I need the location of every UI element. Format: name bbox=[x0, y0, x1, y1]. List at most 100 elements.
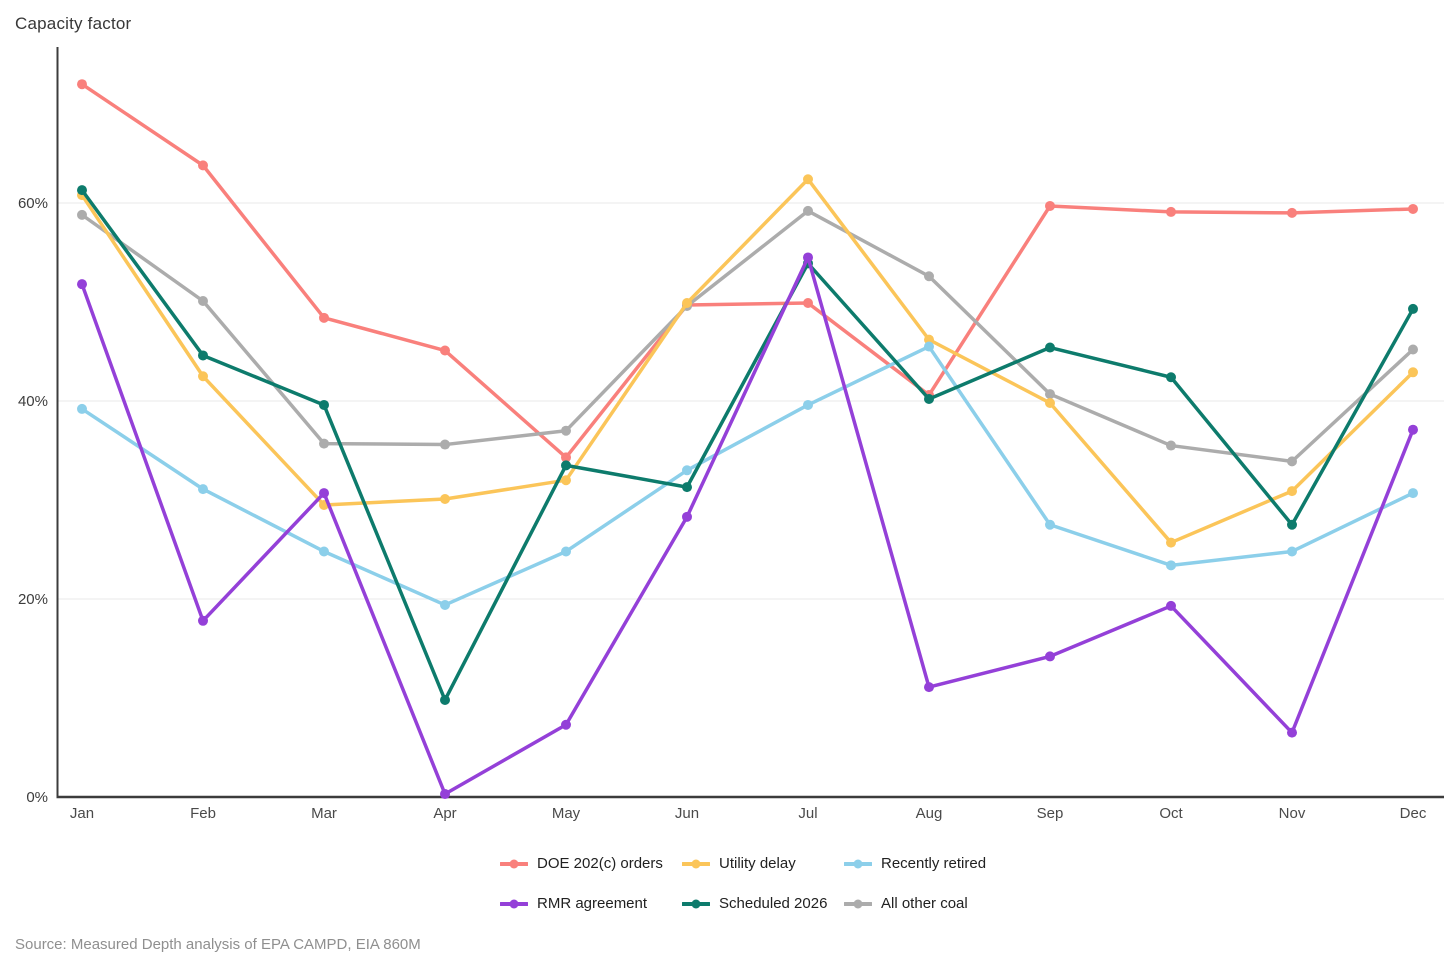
x-axis-month-label: Nov bbox=[1279, 805, 1306, 822]
data-point-scheduled-2026-dec[interactable] bbox=[1408, 303, 1418, 314]
data-point-all-other-coal-mar[interactable] bbox=[319, 438, 329, 449]
data-point-rmr-agreement-jul[interactable] bbox=[803, 252, 813, 263]
data-point-recently-retired-jul[interactable] bbox=[803, 399, 813, 410]
x-axis-month-label: Jun bbox=[675, 805, 699, 822]
data-point-recently-retired-jan[interactable] bbox=[77, 403, 87, 414]
data-point-recently-retired-aug[interactable] bbox=[924, 341, 934, 352]
data-point-all-other-coal-jul[interactable] bbox=[803, 205, 813, 216]
data-point-scheduled-2026-sep[interactable] bbox=[1045, 342, 1055, 353]
data-point-doe-202-c-orders-nov[interactable] bbox=[1287, 207, 1297, 218]
legend-item-utility-delay[interactable]: Utility delay bbox=[682, 851, 844, 876]
data-point-scheduled-2026-aug[interactable] bbox=[924, 394, 934, 405]
data-point-doe-202-c-orders-sep[interactable] bbox=[1045, 200, 1055, 211]
series-line-all-other-coal[interactable] bbox=[80, 209, 1415, 464]
legend-marker-icon bbox=[500, 859, 528, 868]
data-point-all-other-coal-sep[interactable] bbox=[1045, 389, 1055, 400]
data-point-all-other-coal-aug[interactable] bbox=[924, 271, 934, 282]
data-point-recently-retired-sep[interactable] bbox=[1045, 519, 1055, 530]
series-line-utility-delay[interactable] bbox=[80, 177, 1415, 545]
x-axis-month-label: Dec bbox=[1400, 805, 1427, 822]
data-point-recently-retired-dec[interactable] bbox=[1408, 488, 1418, 499]
legend-item-doe-202-c-orders[interactable]: DOE 202(c) orders bbox=[500, 851, 682, 876]
data-point-rmr-agreement-dec[interactable] bbox=[1408, 424, 1418, 435]
series-line-rmr-agreement[interactable] bbox=[80, 255, 1415, 796]
legend-label: Utility delay bbox=[719, 855, 796, 872]
data-point-recently-retired-nov[interactable] bbox=[1287, 546, 1297, 557]
data-point-all-other-coal-jan[interactable] bbox=[77, 209, 87, 220]
data-point-scheduled-2026-nov[interactable] bbox=[1287, 519, 1297, 530]
data-point-rmr-agreement-oct[interactable] bbox=[1166, 600, 1176, 611]
y-axis-tick-label: 60% bbox=[18, 195, 48, 212]
legend-label: DOE 202(c) orders bbox=[537, 855, 663, 872]
y-axis-tick-label: 0% bbox=[26, 789, 48, 806]
data-point-rmr-agreement-jun[interactable] bbox=[682, 511, 692, 522]
data-point-utility-delay-aug[interactable] bbox=[924, 334, 934, 345]
data-point-rmr-agreement-may[interactable] bbox=[561, 719, 571, 730]
x-axis-month-label: Mar bbox=[311, 805, 337, 822]
data-point-utility-delay-may[interactable] bbox=[561, 475, 571, 486]
legend-marker-icon bbox=[500, 899, 528, 908]
series-line-scheduled-2026[interactable] bbox=[80, 188, 1415, 702]
data-point-recently-retired-oct[interactable] bbox=[1166, 560, 1176, 571]
x-axis-month-label: Jul bbox=[798, 805, 817, 822]
data-point-rmr-agreement-mar[interactable] bbox=[319, 488, 329, 499]
data-point-recently-retired-feb[interactable] bbox=[198, 484, 208, 495]
data-point-scheduled-2026-apr[interactable] bbox=[440, 694, 450, 705]
series-line-doe-202-c-orders[interactable] bbox=[80, 82, 1415, 460]
data-point-utility-delay-jul[interactable] bbox=[803, 174, 813, 185]
data-point-scheduled-2026-mar[interactable] bbox=[319, 399, 329, 410]
data-point-scheduled-2026-jun[interactable] bbox=[682, 482, 692, 493]
data-point-recently-retired-jun[interactable] bbox=[682, 465, 692, 476]
capacity-factor-line-chart: 0% 20% 40% 60% Jan Feb Mar Apr May Jun Jul Aug Sep Oc… bbox=[18, 47, 1444, 822]
data-point-all-other-coal-oct[interactable] bbox=[1166, 440, 1176, 451]
data-point-scheduled-2026-feb[interactable] bbox=[198, 350, 208, 361]
data-point-rmr-agreement-apr[interactable] bbox=[440, 789, 450, 800]
data-point-doe-202-c-orders-oct[interactable] bbox=[1166, 206, 1176, 217]
chart-title: Capacity factor bbox=[15, 14, 132, 33]
data-point-all-other-coal-apr[interactable] bbox=[440, 439, 450, 450]
legend-label: RMR agreement bbox=[537, 895, 648, 912]
data-point-doe-202-c-orders-feb[interactable] bbox=[198, 160, 208, 171]
series-line-recently-retired[interactable] bbox=[80, 344, 1415, 607]
data-point-utility-delay-apr[interactable] bbox=[440, 494, 450, 505]
data-point-doe-202-c-orders-mar[interactable] bbox=[319, 312, 329, 323]
data-point-all-other-coal-may[interactable] bbox=[561, 425, 571, 436]
data-point-recently-retired-mar[interactable] bbox=[319, 546, 329, 557]
data-point-doe-202-c-orders-may[interactable] bbox=[561, 452, 571, 463]
x-axis-month-label: May bbox=[552, 805, 581, 822]
data-point-utility-delay-dec[interactable] bbox=[1408, 367, 1418, 378]
data-point-rmr-agreement-feb[interactable] bbox=[198, 615, 208, 626]
data-point-utility-delay-sep[interactable] bbox=[1045, 397, 1055, 408]
legend-item-rmr-agreement[interactable]: RMR agreement bbox=[500, 891, 682, 916]
data-point-scheduled-2026-may[interactable] bbox=[561, 460, 571, 471]
legend-marker-icon bbox=[682, 899, 710, 908]
data-point-rmr-agreement-nov[interactable] bbox=[1287, 727, 1297, 738]
legend-item-all-other-coal[interactable]: All other coal bbox=[844, 891, 1019, 916]
data-point-rmr-agreement-aug[interactable] bbox=[924, 682, 934, 693]
data-point-utility-delay-nov[interactable] bbox=[1287, 486, 1297, 497]
legend-marker-icon bbox=[844, 859, 872, 868]
data-point-all-other-coal-feb[interactable] bbox=[198, 296, 208, 307]
data-point-all-other-coal-nov[interactable] bbox=[1287, 456, 1297, 467]
data-point-recently-retired-apr[interactable] bbox=[440, 599, 450, 610]
data-point-utility-delay-feb[interactable] bbox=[198, 371, 208, 382]
x-axis-month-label: Oct bbox=[1159, 805, 1183, 822]
data-point-doe-202-c-orders-jul[interactable] bbox=[803, 297, 813, 308]
data-point-rmr-agreement-sep[interactable] bbox=[1045, 651, 1055, 662]
data-point-doe-202-c-orders-dec[interactable] bbox=[1408, 203, 1418, 214]
legend-item-recently-retired[interactable]: Recently retired bbox=[844, 851, 1019, 876]
data-point-scheduled-2026-jan[interactable] bbox=[77, 185, 87, 196]
data-point-doe-202-c-orders-jan[interactable] bbox=[77, 79, 87, 90]
data-point-rmr-agreement-jan[interactable] bbox=[77, 279, 87, 290]
data-point-all-other-coal-dec[interactable] bbox=[1408, 344, 1418, 355]
data-point-doe-202-c-orders-apr[interactable] bbox=[440, 345, 450, 356]
data-point-scheduled-2026-oct[interactable] bbox=[1166, 372, 1176, 383]
data-point-recently-retired-may[interactable] bbox=[561, 546, 571, 557]
y-axis-tick-label: 20% bbox=[18, 591, 48, 608]
x-axis-month-label: Feb bbox=[190, 805, 216, 822]
data-point-utility-delay-oct[interactable] bbox=[1166, 537, 1176, 548]
chart-legend: DOE 202(c) orders Utility delay Recently r… bbox=[500, 851, 1019, 916]
data-point-utility-delay-jun[interactable] bbox=[682, 297, 692, 308]
legend-item-scheduled-2026[interactable]: Scheduled 2026 bbox=[682, 891, 844, 916]
